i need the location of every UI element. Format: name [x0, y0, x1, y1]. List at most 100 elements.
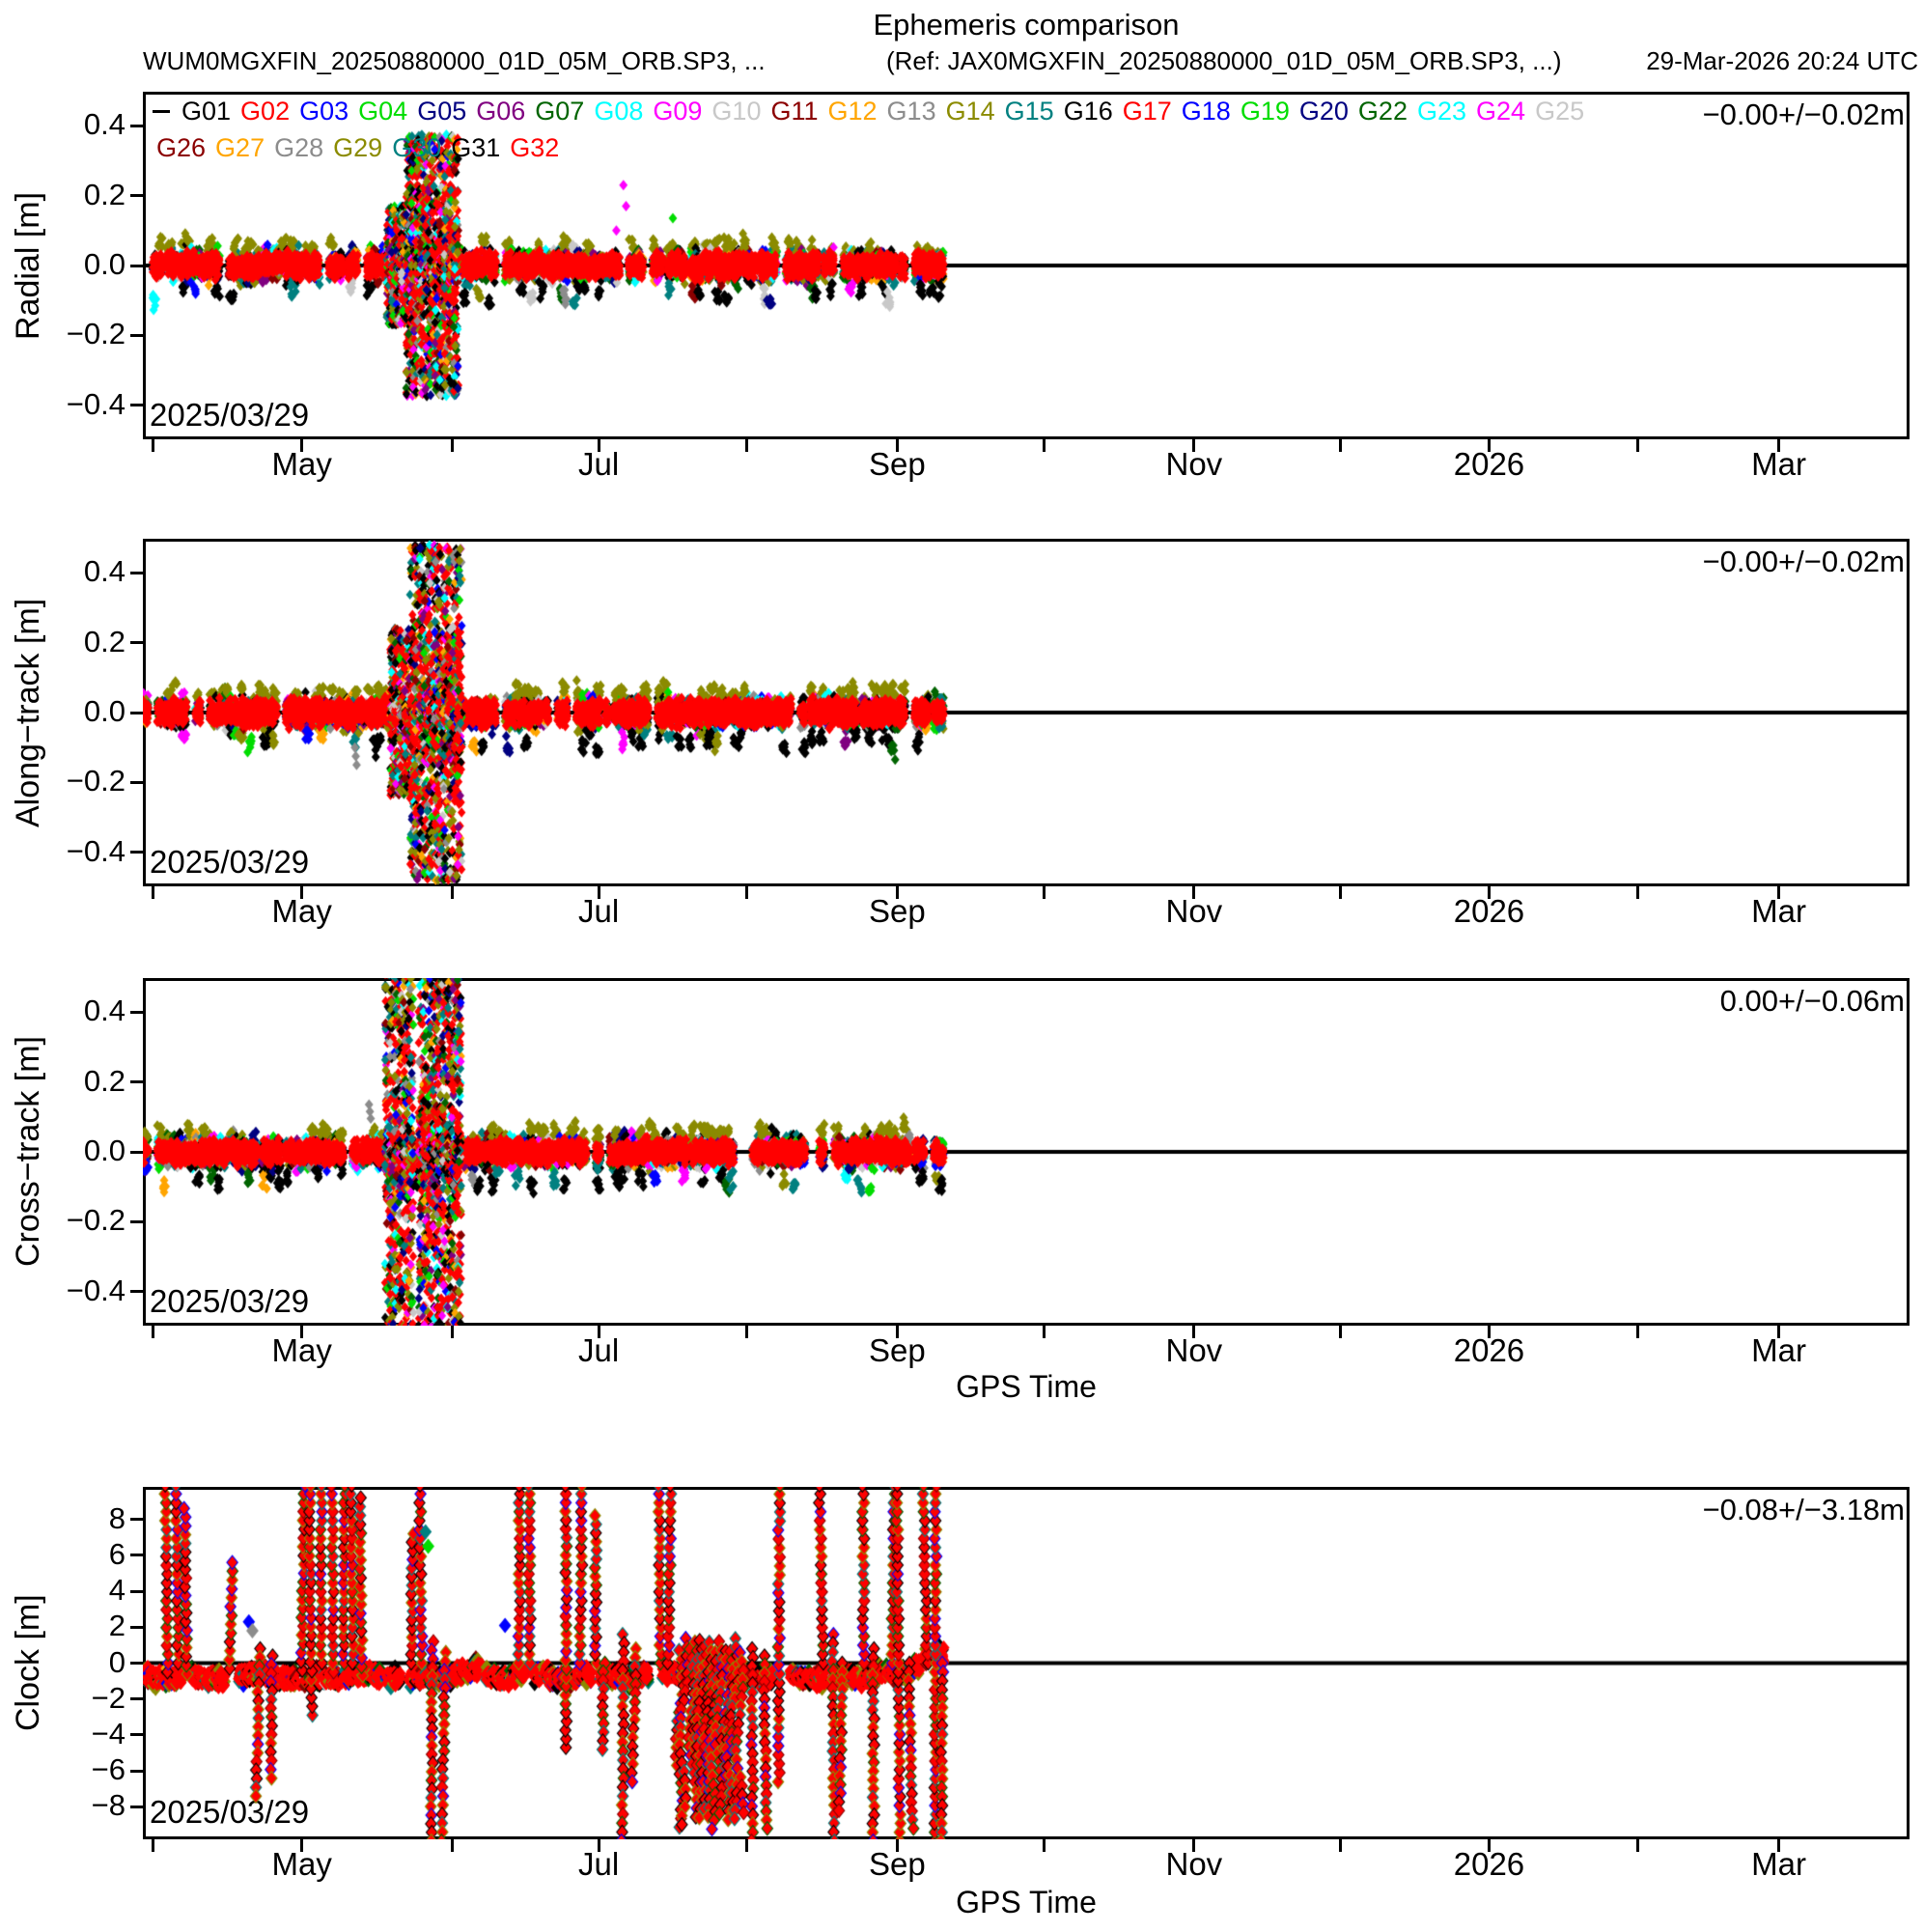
x-tick-label-along-track-May: May — [271, 893, 332, 929]
x-tick-clock-6 — [1042, 1839, 1046, 1852]
y-tick-label-clock-3: 2 — [108, 1609, 125, 1643]
y-tick-label-clock-4: 0 — [108, 1644, 125, 1679]
x-tick-label-radial-2026: 2026 — [1453, 446, 1525, 482]
y-tick-clock-8 — [130, 1805, 143, 1808]
x-tick-cross-track-9 — [1487, 1326, 1491, 1338]
legend-item-g32: G32 — [510, 133, 560, 162]
x-tick-label-radial-Jul: Jul — [578, 446, 620, 482]
x-tick-label-radial-Mar: Mar — [1751, 446, 1806, 482]
y-tick-along-track-3 — [130, 780, 143, 784]
x-axis-label-gps-time-lower: GPS Time — [956, 1885, 1097, 1919]
y-tick-cross-track-1 — [130, 1080, 143, 1084]
y-tick-label-radial-1: 0.2 — [83, 177, 125, 211]
legend-item-g26: G26 — [156, 133, 207, 162]
legend-item-g11: G11 — [770, 97, 819, 126]
y-tick-label-clock-1: 6 — [108, 1536, 125, 1571]
x-tick-label-cross-track-Jul: Jul — [578, 1332, 620, 1368]
y-tick-label-along-track-4: −0.4 — [66, 833, 125, 868]
x-tick-label-along-track-2026: 2026 — [1453, 893, 1525, 929]
y-tick-label-clock-8: −8 — [91, 1788, 125, 1823]
legend-item-g30: G30 — [392, 133, 442, 162]
x-tick-clock-4 — [745, 1839, 749, 1852]
legend-item-g14: G14 — [945, 97, 995, 126]
x-tick-label-clock-Sep: Sep — [869, 1846, 926, 1882]
x-tick-clock-1 — [300, 1839, 304, 1852]
x-tick-label-cross-track-Mar: Mar — [1751, 1332, 1806, 1368]
x-tick-radial-9 — [1487, 439, 1491, 452]
scatter-canvas-clock — [143, 1487, 1910, 1839]
legend-item-g17: G17 — [1122, 97, 1172, 126]
x-tick-radial-2 — [450, 439, 454, 452]
timestamp-label: 29-Mar-2026 20:24 UTC — [1646, 46, 1918, 75]
y-tick-along-track-4 — [130, 851, 143, 854]
y-tick-radial-1 — [130, 194, 143, 198]
x-tick-cross-track-3 — [597, 1326, 600, 1338]
y-tick-clock-2 — [130, 1589, 143, 1593]
y-tick-label-clock-5: −2 — [91, 1680, 125, 1715]
x-tick-label-cross-track-Nov: Nov — [1165, 1332, 1223, 1368]
legend-item-g05: G05 — [417, 97, 467, 126]
legend-item-g22: G22 — [1357, 97, 1408, 126]
x-tick-along-track-5 — [895, 886, 899, 899]
x-tick-label-clock-May: May — [271, 1846, 332, 1882]
y-tick-label-radial-2: 0.0 — [83, 247, 125, 281]
x-tick-cross-track-11 — [1777, 1326, 1781, 1338]
legend-item-g01: G01 — [181, 97, 232, 126]
x-tick-label-clock-Mar: Mar — [1751, 1846, 1806, 1882]
legend-item-g27: G27 — [215, 133, 265, 162]
x-tick-cross-track-8 — [1339, 1326, 1343, 1338]
y-tick-clock-7 — [130, 1769, 143, 1773]
x-tick-along-track-7 — [1192, 886, 1196, 899]
y-tick-label-clock-0: 8 — [108, 1500, 125, 1535]
x-tick-radial-11 — [1777, 439, 1781, 452]
y-tick-clock-1 — [130, 1554, 143, 1557]
x-tick-radial-5 — [895, 439, 899, 452]
x-tick-label-along-track-Mar: Mar — [1751, 893, 1806, 929]
y-tick-label-cross-track-3: −0.2 — [66, 1203, 125, 1238]
x-tick-cross-track-6 — [1042, 1326, 1046, 1338]
x-tick-label-clock-Nov: Nov — [1165, 1846, 1223, 1882]
legend-item-g19: G19 — [1240, 97, 1290, 126]
legend-item-g31: G31 — [451, 133, 501, 162]
y-tick-radial-0 — [130, 124, 143, 127]
x-tick-label-cross-track-2026: 2026 — [1453, 1332, 1525, 1368]
scatter-canvas-along-track — [143, 539, 1910, 886]
y-tick-label-clock-6: −4 — [91, 1716, 125, 1750]
y-tick-label-cross-track-1: 0.2 — [83, 1063, 125, 1098]
x-tick-label-cross-track-Sep: Sep — [869, 1332, 926, 1368]
y-tick-label-cross-track-4: −0.4 — [66, 1273, 125, 1307]
x-tick-cross-track-10 — [1635, 1326, 1639, 1338]
legend-item-g12: G12 — [827, 97, 878, 126]
reference-file-label: (Ref: JAX0MGXFIN_20250880000_01D_05M_ORB… — [886, 46, 1562, 75]
orbit-file-label: WUM0MGXFIN_20250880000_01D_05M_ORB.SP3, … — [143, 46, 766, 75]
x-tick-along-track-11 — [1777, 886, 1781, 899]
y-tick-label-clock-7: −6 — [91, 1752, 125, 1787]
x-tick-clock-9 — [1487, 1839, 1491, 1852]
legend-item-g15: G15 — [1004, 97, 1054, 126]
legend-item-g13: G13 — [886, 97, 936, 126]
x-tick-label-along-track-Sep: Sep — [869, 893, 926, 929]
x-tick-along-track-1 — [300, 886, 304, 899]
scatter-canvas-cross-track — [143, 978, 1910, 1326]
x-tick-along-track-2 — [450, 886, 454, 899]
y-tick-label-radial-3: −0.2 — [66, 317, 125, 351]
x-tick-clock-0 — [152, 1839, 155, 1852]
x-tick-along-track-9 — [1487, 886, 1491, 899]
x-tick-clock-8 — [1339, 1839, 1343, 1852]
legend-item-g24: G24 — [1476, 97, 1526, 126]
x-tick-label-along-track-Jul: Jul — [578, 893, 620, 929]
x-tick-clock-10 — [1635, 1839, 1639, 1852]
x-tick-cross-track-0 — [152, 1326, 155, 1338]
y-tick-along-track-2 — [130, 711, 143, 714]
x-tick-label-clock-Jul: Jul — [578, 1846, 620, 1882]
y-tick-cross-track-3 — [130, 1219, 143, 1223]
x-tick-radial-4 — [745, 439, 749, 452]
x-tick-cross-track-5 — [895, 1326, 899, 1338]
y-tick-label-along-track-2: 0.0 — [83, 694, 125, 728]
x-tick-along-track-10 — [1635, 886, 1639, 899]
x-tick-radial-0 — [152, 439, 155, 452]
x-tick-radial-3 — [597, 439, 600, 452]
scatter-canvas-radial — [143, 92, 1910, 439]
x-tick-label-radial-Sep: Sep — [869, 446, 926, 482]
